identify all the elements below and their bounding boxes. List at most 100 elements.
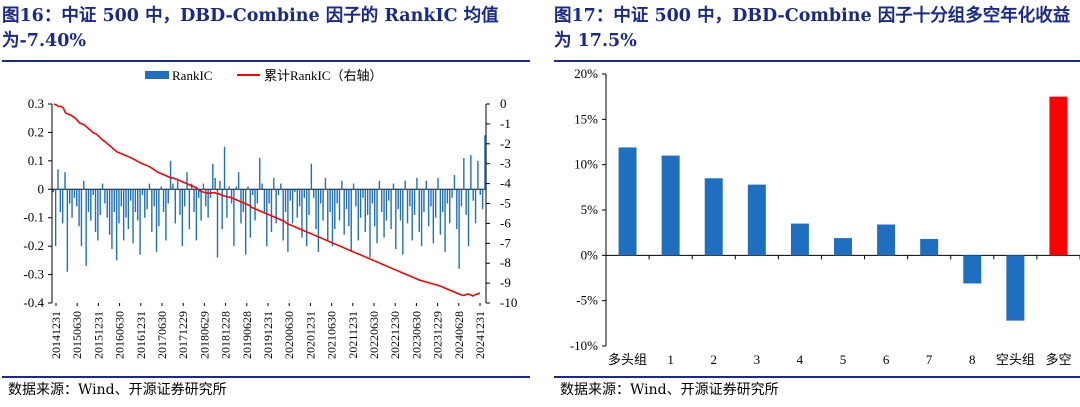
rankic-bar bbox=[413, 189, 416, 215]
right-y-tick-label: -2 bbox=[500, 136, 511, 151]
group-bar bbox=[618, 147, 637, 256]
legend-rankic: RankIC bbox=[172, 68, 212, 83]
rankic-bar bbox=[343, 189, 345, 235]
group-bar bbox=[963, 255, 982, 284]
rankic-bar bbox=[223, 146, 226, 190]
rankic-bar bbox=[303, 189, 306, 198]
rankic-bar bbox=[291, 189, 294, 224]
rankic-bar bbox=[188, 189, 191, 230]
figure-17-title: 图17：中证 500 中，DBD-Combine 因子十分组多空年化收益为 17… bbox=[554, 6, 1071, 51]
left-y-tick-label: 0.1 bbox=[28, 153, 44, 168]
rankic-bar bbox=[242, 189, 245, 213]
rankic-bar bbox=[392, 183, 395, 190]
rankic-bar bbox=[270, 189, 273, 232]
rankic-bar bbox=[301, 189, 303, 238]
rankic-bar bbox=[418, 189, 420, 232]
rankic-bar bbox=[76, 189, 78, 207]
group-bar bbox=[877, 224, 896, 256]
x-tick-label: 20240628 bbox=[452, 311, 466, 359]
rankic-bar bbox=[397, 189, 399, 210]
rankic-bar bbox=[219, 180, 221, 190]
source-divider bbox=[554, 376, 1080, 378]
rankic-bar bbox=[294, 189, 296, 193]
rankic-bar bbox=[61, 189, 64, 224]
cumulative-rankic-line bbox=[53, 103, 481, 297]
rankic-bar bbox=[202, 183, 205, 190]
group-bar bbox=[747, 184, 766, 256]
y-tick-label: 5% bbox=[581, 202, 599, 217]
rankic-bar bbox=[287, 189, 289, 252]
rankic-bar bbox=[388, 189, 390, 201]
rankic-bar bbox=[395, 189, 397, 249]
rankic-bar bbox=[385, 189, 388, 221]
x-tick-label: 20161231 bbox=[134, 311, 148, 359]
rankic-bar bbox=[261, 183, 263, 190]
rankic-bar bbox=[259, 158, 261, 190]
rankic-bar bbox=[176, 180, 179, 190]
rankic-bar bbox=[148, 183, 151, 190]
rankic-bar bbox=[256, 189, 259, 204]
rankic-bar bbox=[437, 177, 439, 190]
rankic-bar bbox=[106, 189, 108, 218]
rankic-bar bbox=[162, 189, 165, 213]
x-tick-label: 20141231 bbox=[49, 311, 63, 359]
rankic-bar bbox=[160, 186, 162, 190]
figure-16-title: 图16：中证 500 中，DBD-Combine 因子的 RankIC 均值为-… bbox=[2, 6, 499, 51]
y-tick-label: -5% bbox=[576, 293, 598, 308]
right-y-tick-label: 0 bbox=[500, 96, 507, 111]
rankic-bar bbox=[317, 189, 320, 252]
rankic-bar bbox=[273, 177, 275, 190]
rankic-bar bbox=[132, 189, 134, 244]
rankic-bar bbox=[125, 189, 127, 218]
rankic-bar bbox=[179, 189, 181, 215]
rankic-bar bbox=[230, 189, 233, 204]
rankic-bar bbox=[52, 189, 54, 193]
right-y-tick-label: -5 bbox=[500, 196, 511, 211]
figure-16-source: 数据来源：Wind、开源证券研究所 bbox=[8, 382, 227, 398]
rankic-bar bbox=[355, 189, 357, 207]
rankic-bar bbox=[465, 189, 467, 215]
rankic-bar bbox=[130, 189, 132, 201]
rankic-bar bbox=[444, 189, 446, 252]
rankic-bar bbox=[289, 189, 291, 201]
rankic-bar bbox=[458, 189, 460, 269]
rankic-bar bbox=[97, 189, 99, 241]
rankic-bar bbox=[416, 177, 418, 190]
rankic-bar bbox=[329, 189, 331, 213]
x-category-label: 多头组 bbox=[608, 352, 647, 367]
right-y-tick-label: -3 bbox=[500, 156, 511, 171]
rankic-bar bbox=[324, 177, 327, 190]
rankic-bar bbox=[155, 189, 158, 252]
x-tick-label: 20201231 bbox=[303, 311, 317, 359]
y-tick-label: -10% bbox=[570, 338, 598, 353]
x-tick-label: 20151231 bbox=[91, 311, 105, 359]
x-category-label: 3 bbox=[754, 352, 761, 367]
rankic-bar bbox=[442, 189, 444, 213]
rankic-bar bbox=[158, 189, 160, 227]
rankic-bar bbox=[348, 189, 350, 227]
rankic-bar bbox=[244, 189, 247, 255]
rankic-bar bbox=[251, 189, 254, 195]
rankic-bar bbox=[183, 189, 186, 207]
group-bar bbox=[920, 239, 939, 256]
y-tick-label: 15% bbox=[574, 111, 598, 126]
rankic-bar bbox=[315, 189, 317, 230]
rankic-bar bbox=[212, 163, 214, 190]
rankic-bar bbox=[362, 189, 364, 198]
figure-16-panel: 图16：中证 500 中，DBD-Combine 因子的 RankIC 均值为-… bbox=[2, 0, 530, 407]
rankic-bar bbox=[336, 189, 338, 204]
rankic-bar bbox=[115, 189, 118, 261]
rankic-bar bbox=[104, 189, 106, 204]
rankic-bar bbox=[434, 189, 437, 218]
right-y-tick-label: -10 bbox=[500, 295, 517, 310]
rankic-bar bbox=[296, 189, 298, 218]
rankic-bar bbox=[364, 189, 367, 232]
rankic-bar bbox=[101, 183, 104, 190]
rankic-bar bbox=[320, 189, 322, 204]
rankic-bar bbox=[167, 189, 169, 204]
rankic-bar bbox=[406, 189, 409, 224]
x-tick-label: 20200630 bbox=[282, 311, 296, 359]
rankic-bar bbox=[146, 189, 148, 210]
left-y-tick-label: -0.3 bbox=[23, 267, 44, 282]
rankic-bar bbox=[481, 189, 484, 210]
